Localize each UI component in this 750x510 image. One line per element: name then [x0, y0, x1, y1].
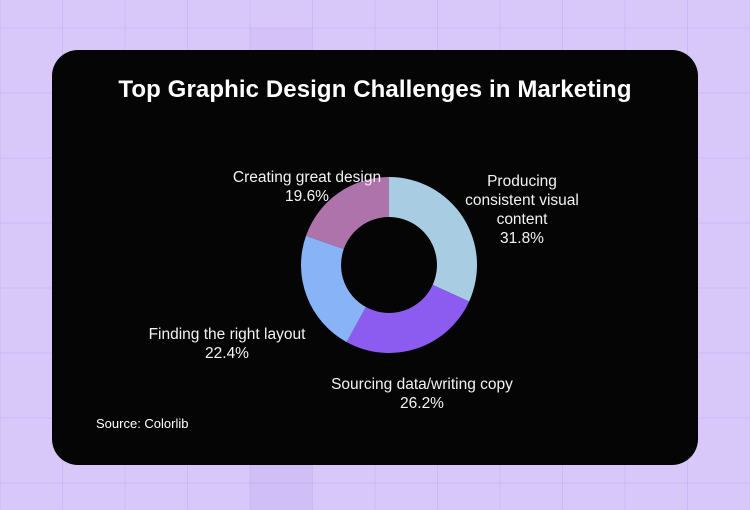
slice-label-finding-the-right-layout: Finding the right layout 22.4% [127, 306, 327, 382]
background-grid-accent-cell-top [250, 28, 312, 50]
donut-chart-svg [301, 177, 477, 353]
slice-label-text: Creating great design [232, 169, 382, 186]
donut-slice [306, 177, 389, 250]
slice-label-value: 22.4% [205, 345, 249, 362]
donut-slice [346, 284, 470, 353]
slice-label-sourcing-data-writing-copy: Sourcing data/writing copy 26.2% [302, 356, 542, 432]
source-note: Source: Colorlib [96, 416, 189, 431]
chart-card: Top Graphic Design Challenges in Marketi… [52, 50, 698, 465]
donut-chart [301, 177, 477, 353]
chart-title: Top Graphic Design Challenges in Marketi… [118, 76, 632, 103]
slice-label-text: Producing consistent visual content [465, 173, 579, 228]
slice-label-text: Sourcing data/writing copy [331, 376, 513, 393]
slice-label-value: 19.6% [285, 188, 329, 205]
slice-label-creating-great-design: Creating great design 19.6% [212, 149, 402, 225]
slice-label-text: Finding the right layout [148, 326, 306, 343]
slice-label-value: 31.8% [500, 230, 544, 247]
donut-slice-group [301, 177, 477, 353]
slice-label-producing-consistent-visual-content: Producing consistent visual content 31.8… [442, 153, 602, 267]
donut-slice [301, 235, 366, 343]
donut-slice [389, 177, 477, 302]
slice-label-value: 26.2% [400, 395, 444, 412]
